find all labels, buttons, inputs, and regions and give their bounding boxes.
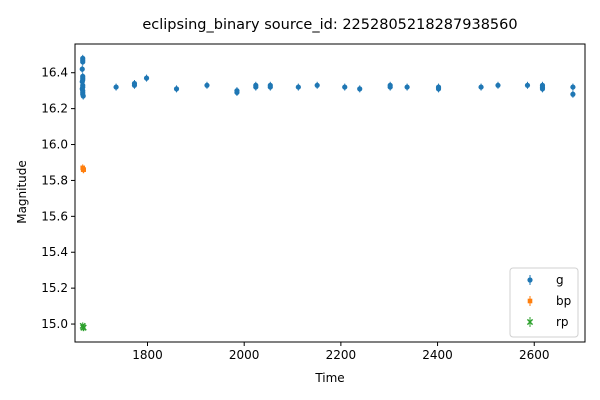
g-point xyxy=(435,84,442,90)
legend-label-bp: bp xyxy=(556,294,571,308)
g-point xyxy=(357,86,363,92)
g-point xyxy=(404,84,410,90)
y-tick-label: 16.0 xyxy=(41,138,68,152)
axes-frame xyxy=(74,43,586,343)
g-point xyxy=(80,55,86,61)
legend: g bp rp xyxy=(509,267,579,338)
rp-point xyxy=(80,324,87,331)
legend-box xyxy=(509,267,579,338)
x-tick-label: 1800 xyxy=(132,348,163,362)
g-point xyxy=(80,93,86,99)
g-point xyxy=(234,88,240,94)
g-point xyxy=(80,59,86,65)
legend-marker-g xyxy=(527,277,533,283)
y-tick-label: 15.0 xyxy=(41,317,68,331)
legend-label-g: g xyxy=(556,273,564,287)
x-tick-label: 2600 xyxy=(519,348,550,362)
y-tick-label: 16.4 xyxy=(41,66,68,80)
g-point xyxy=(495,82,501,88)
y-axis-label: Magnitude xyxy=(15,160,29,224)
g-point xyxy=(79,66,85,72)
g-point xyxy=(539,86,546,92)
g-point xyxy=(570,84,576,90)
legend-marker-rp xyxy=(526,318,534,326)
g-point xyxy=(204,82,210,88)
y-tick-label: 15.2 xyxy=(41,281,68,295)
x-tick-label: 2200 xyxy=(326,348,357,362)
g-point xyxy=(314,82,320,88)
g-point xyxy=(342,84,348,90)
g-point xyxy=(173,86,180,92)
legend-marker-bp xyxy=(527,298,533,304)
y-tick-label: 16.2 xyxy=(41,102,68,116)
legend-label-rp: rp xyxy=(556,315,569,329)
bp-point xyxy=(81,167,87,172)
y-tick-label: 15.8 xyxy=(41,173,68,187)
g-point xyxy=(143,75,150,81)
g-point xyxy=(113,84,119,90)
g-point xyxy=(295,84,301,90)
g-point xyxy=(387,82,393,88)
g-point xyxy=(131,80,138,87)
x-axis-label: Time xyxy=(314,371,344,385)
plot-area: 1800 2000 2200 2400 2600 15.0 15.2 15.4 15.6 15.8… xyxy=(41,43,586,362)
chart-title: eclipsing_binary source_id: 225280521828… xyxy=(142,17,517,33)
y-tick-label: 15.6 xyxy=(41,209,68,223)
x-tick-label: 2000 xyxy=(229,348,260,362)
x-tick-label: 2400 xyxy=(422,348,453,362)
g-point xyxy=(267,82,273,88)
g-point xyxy=(253,82,259,88)
g-point xyxy=(570,91,576,97)
y-tick-label: 15.4 xyxy=(41,245,68,259)
g-point xyxy=(478,84,484,90)
g-point xyxy=(524,82,531,88)
